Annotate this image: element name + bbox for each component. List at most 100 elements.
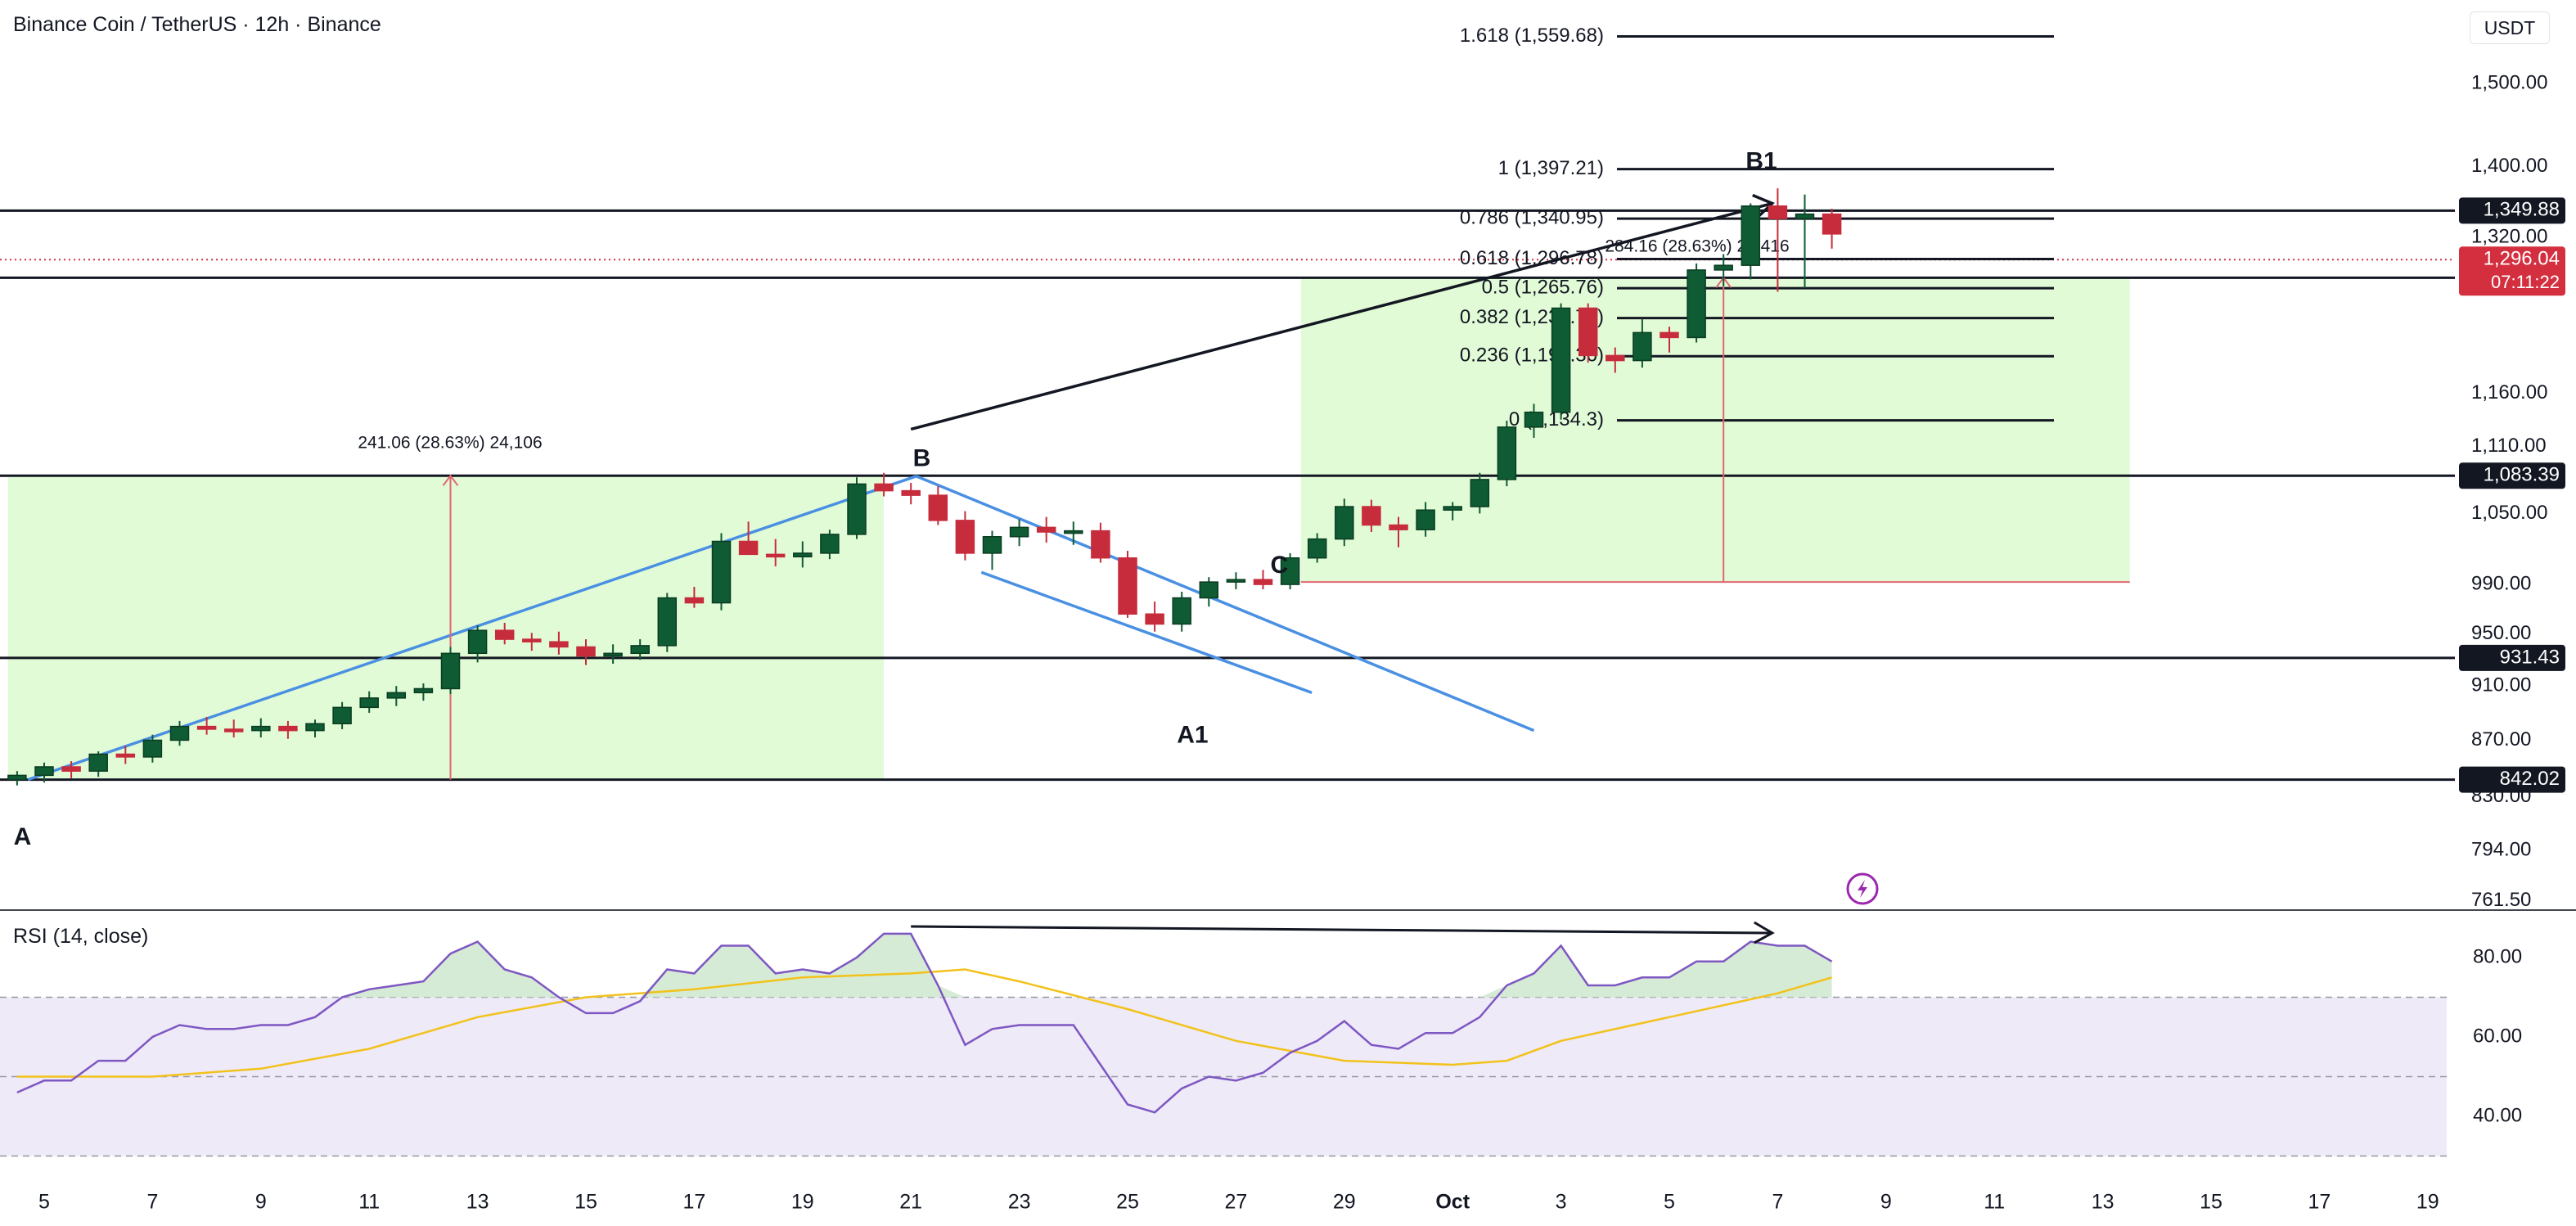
chart-title: Binance Coin / TetherUS · 12h · Binance [13, 13, 381, 36]
candle [1199, 581, 1219, 599]
candle [1416, 509, 1435, 530]
rsi-axis-label: 80.00 [2473, 945, 2522, 967]
rsi-divergence-line [911, 925, 1772, 935]
candle [440, 652, 461, 690]
candle [1362, 506, 1381, 526]
candle [847, 483, 867, 535]
candle [223, 728, 244, 732]
fib-level-label: 0.786 (1,340.95) [1460, 206, 1604, 228]
point-label-c: C [1271, 552, 1289, 579]
rsi-axis-label: 40.00 [2473, 1104, 2522, 1126]
currency-button[interactable]: USDT [2470, 11, 2550, 44]
time-axis-label: 7 [146, 1191, 158, 1214]
candle [494, 629, 515, 640]
candle [1307, 538, 1327, 559]
rsi-ma-line [16, 968, 1832, 1078]
arrow-line-b-b1 [910, 201, 1773, 431]
candle [332, 706, 352, 725]
candle [684, 597, 705, 604]
price-axis-label: 870.00 [2471, 728, 2531, 750]
candle-countdown: 07:11:22 [2491, 272, 2560, 292]
candle [1335, 506, 1354, 540]
candle [901, 489, 921, 496]
candle [1822, 213, 1842, 235]
time-axis-label: 5 [38, 1191, 50, 1214]
candle [1145, 613, 1164, 625]
candle [142, 739, 163, 758]
candle [657, 597, 678, 647]
candle [820, 534, 840, 554]
price-axis-label: 1,110.00 [2471, 435, 2547, 457]
time-axis-label: 7 [1772, 1191, 1783, 1214]
point-label-a: A [14, 823, 32, 850]
candle [874, 483, 894, 492]
measure-arrow-left-head [442, 474, 459, 486]
time-axis-label: 13 [2092, 1191, 2114, 1214]
level-tag-label: 1,349.88 [2484, 199, 2560, 221]
candle [1768, 205, 1788, 219]
candle [1687, 269, 1706, 339]
candle [765, 553, 786, 558]
candle [251, 725, 271, 732]
time-axis-label: 9 [1880, 1191, 1892, 1214]
fib-level-label: 1.618 (1,559.68) [1460, 25, 1604, 47]
candle [1009, 526, 1029, 538]
time-axis-label: 27 [1224, 1191, 1247, 1214]
rsi-band [0, 997, 2447, 1156]
candle [1605, 354, 1625, 362]
point-label-b1: B1 [1745, 147, 1777, 174]
lightning-icon-glyph [1858, 880, 1867, 898]
candle [1091, 530, 1110, 559]
time-axis-label: 17 [2308, 1191, 2331, 1214]
candle [1578, 307, 1598, 357]
candle [630, 645, 650, 655]
candle [793, 552, 813, 558]
candle [928, 494, 948, 521]
candle [1524, 411, 1544, 428]
arrow-head-b1 [1752, 193, 1775, 219]
candle [34, 766, 54, 777]
price-axis-label: 1,050.00 [2471, 502, 2547, 524]
fib-level-label: 0.5 (1,265.76) [1482, 276, 1604, 298]
channel-upper-line [916, 475, 1535, 732]
candle [1280, 557, 1300, 585]
candle [7, 774, 27, 781]
price-axis-label: 761.50 [2471, 889, 2531, 911]
candle [196, 725, 217, 730]
rsi-label: RSI (14, close) [13, 925, 149, 948]
fib-level-label: 1 (1,397.21) [1498, 157, 1604, 179]
candle [955, 520, 975, 554]
rsi-overbought-fill [16, 933, 1832, 998]
candle [1118, 557, 1137, 615]
measure-zone-right [1300, 277, 2130, 583]
candle [467, 629, 488, 655]
price-axis-label: 990.00 [2471, 572, 2531, 594]
candle [1036, 526, 1056, 533]
time-axis-label: 11 [1984, 1191, 2005, 1214]
level-tag-bg [2459, 462, 2565, 489]
price-axis-label: 794.00 [2471, 838, 2531, 860]
candle [1226, 579, 1246, 583]
candle [169, 725, 190, 741]
candle [305, 723, 325, 732]
candle [1660, 331, 1679, 339]
candle [1172, 597, 1191, 625]
rsi-divergence-head [1754, 921, 1775, 944]
rsi-axis-label: 60.00 [2473, 1025, 2522, 1047]
candle [711, 540, 732, 604]
level-tag-label: 1,083.39 [2484, 464, 2560, 486]
price-axis-label: 950.00 [2471, 622, 2531, 644]
current-price-tag: 1,296.04 [2484, 248, 2560, 270]
level-tag-bg [2459, 197, 2565, 224]
rsi-line [16, 932, 1833, 1114]
candle [1741, 205, 1761, 266]
candle [1551, 307, 1571, 413]
candle [1064, 530, 1083, 534]
level-tag-label: 842.02 [2500, 768, 2560, 790]
time-axis-label: 11 [358, 1191, 380, 1214]
time-axis-label: 25 [1116, 1191, 1139, 1214]
candle [278, 725, 298, 732]
candle [413, 687, 434, 694]
candle [1633, 331, 1652, 362]
